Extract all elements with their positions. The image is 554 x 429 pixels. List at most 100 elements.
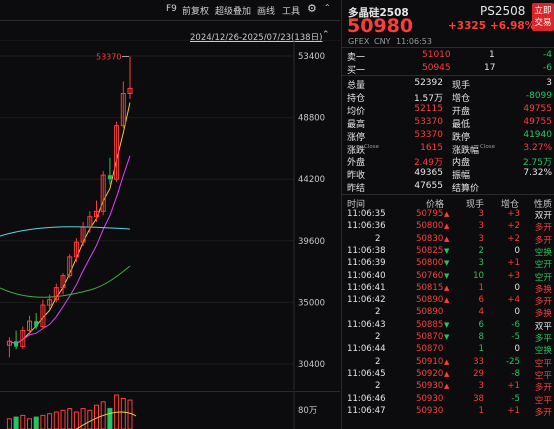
stat-value: 41940 [523, 129, 552, 140]
collapse-icon[interactable]: ⌃ [322, 30, 330, 40]
arrow-down-icon: ▼ [444, 320, 450, 329]
candle [87, 211, 93, 233]
volume-chart[interactable]: 80万 [0, 392, 340, 429]
date-range[interactable]: 2024/12/26-2025/07/23(138日) [190, 33, 323, 43]
tape-row: 2 50890 4 0 多换 [342, 307, 554, 319]
exchange: GFEX [348, 37, 370, 46]
stat-value: 7.32% [523, 168, 552, 179]
tape-volume: 1 [478, 282, 484, 293]
stats-row: 最高 53370 最低 49755 [342, 117, 554, 131]
tape-price: 50890 [416, 307, 444, 318]
tape-volume: 1 [478, 344, 484, 355]
tape-row: 11:06:42 50890 ▲ 6 +4 多开 [342, 295, 554, 307]
stats-row: 持仓 1.57万 增仓 -8099 [342, 91, 554, 105]
forward-adjust-button[interactable]: 前复权 [182, 7, 210, 17]
instrument-name: 多晶硅2508 [348, 7, 409, 19]
tape-price: 50800 [416, 258, 444, 269]
tape-volume: 3 [478, 221, 484, 232]
tape-time: 11:06:43 [347, 319, 386, 330]
tape-time: 11:06:47 [347, 405, 386, 416]
tape-change: -8 [511, 368, 520, 379]
tape-nature: 空开 [534, 260, 552, 271]
order-book-change: -6 [543, 62, 552, 73]
quote-time: 11:06:53 [396, 37, 432, 46]
ask-row[interactable]: 卖一 51010 1 -4 [342, 50, 554, 64]
chart-area[interactable]: F9 前复权 超级叠加 画线 工具 ⚙ ⌃ 2024/12/26-2025/07… [0, 0, 340, 429]
volume-ma-line [76, 411, 137, 429]
y-tick-label: 39600 [298, 237, 325, 247]
tape-nature: 多换 [534, 309, 552, 320]
candle-body [87, 216, 93, 228]
ma-extra-long-line [0, 265, 131, 298]
candle [73, 238, 79, 263]
tape-header-price: 价格 [426, 200, 445, 210]
chevron-down-icon[interactable]: ⌃ [324, 3, 331, 12]
candle [40, 299, 46, 330]
candle-body [14, 341, 19, 347]
stat-label: 外盘 [347, 158, 366, 169]
stats-row: 涨停 53370 跌停 41940 [342, 130, 554, 144]
quick-trade-label-2: 交易 [534, 18, 552, 28]
tape-time: 11:06:44 [347, 344, 386, 355]
tape-time: 2 [375, 332, 381, 342]
stat-value: 49755 [523, 116, 552, 127]
candle [107, 157, 112, 185]
stat-value: 47655 [414, 181, 443, 192]
tape-change: +3 [507, 209, 520, 219]
tape-price: 50830 [416, 233, 444, 244]
stat-value: 52392 [414, 78, 443, 88]
candle [80, 222, 86, 247]
tape-header-nature: 性质 [534, 200, 553, 210]
bid-row[interactable]: 买一 50945 17 -6 [342, 63, 554, 77]
tape-row: 11:06:40 50760 ▼ 10 +3 空开 [342, 271, 554, 283]
tape-change: 0 [514, 344, 520, 355]
candle-body [93, 210, 99, 218]
tape-price: 50870 [416, 332, 444, 342]
f9-button[interactable]: F9 [166, 4, 177, 14]
tape-time: 2 [375, 233, 381, 244]
tools-button[interactable]: 工具 [282, 7, 301, 17]
volume-bar [127, 399, 133, 429]
candle-body [27, 320, 33, 332]
stat-label: 内盘 [452, 158, 471, 169]
stat-label: 结算价 [452, 184, 480, 195]
candle [120, 81, 126, 129]
tape-row: 11:06:46 50930 38 -5 空平 [342, 394, 554, 406]
chart-toolbar: F9 前复权 超级叠加 画线 工具 ⚙ ⌃ [0, 0, 340, 20]
stats-row: 外盘 2.49万 内盘 2.75万 [342, 155, 554, 169]
volume-bar [107, 408, 113, 429]
gear-icon[interactable]: ⚙ [307, 2, 317, 15]
tape-nature: 空换 [534, 346, 552, 357]
quote-header: 多晶硅2508 PS2508 立即 交易 50980 +3325 +6.98% … [342, 0, 554, 46]
tape-volume: 6 [478, 295, 484, 306]
instrument-code: PS2508 [480, 4, 526, 18]
draw-line-button[interactable]: 画线 [257, 7, 276, 17]
tape-row: 2 50930 ▲ 3 +1 多开 [342, 381, 554, 393]
arrow-down-icon: ▼ [444, 271, 450, 280]
tape-change: +1 [507, 381, 520, 392]
tape-time: 11:06:35 [347, 209, 386, 219]
tape-nature: 空开 [534, 272, 552, 283]
stat-label: 涨跌 [347, 145, 366, 156]
y-tick-label: 48800 [298, 114, 325, 124]
tape-price: 50930 [416, 405, 444, 416]
tape-time: 11:06:46 [347, 393, 386, 404]
tape-change: +4 [507, 295, 520, 306]
tape-nature: 多开 [534, 223, 552, 234]
tape-row: 11:06:43 50885 ▼ 6 -6 双平 [342, 320, 554, 332]
order-book-volume: 17 [484, 62, 496, 73]
tape-row: 11:06:44 50870 1 0 空换 [342, 344, 554, 356]
super-overlay-button[interactable]: 超级叠加 [215, 7, 252, 17]
tape-volume: 29 [473, 368, 484, 379]
tape-nature: 多开 [534, 383, 552, 394]
arrow-down-icon: ▼ [444, 259, 450, 268]
arrow-up-icon: ▲ [444, 296, 450, 305]
tape-time: 2 [375, 381, 381, 392]
quote-panel: 多晶硅2508 PS2508 立即 交易 50980 +3325 +6.98% … [341, 0, 554, 429]
candle-body [114, 125, 120, 180]
candlestick-chart[interactable]: 53400 48800 44200 39600 35000 30400 53370 [0, 40, 340, 390]
tape-price: 50825 [416, 245, 444, 256]
arrow-up-icon: ▲ [444, 222, 450, 231]
tape-nature: 多开 [534, 297, 552, 308]
quick-trade-button[interactable]: 立即 交易 [532, 3, 554, 31]
